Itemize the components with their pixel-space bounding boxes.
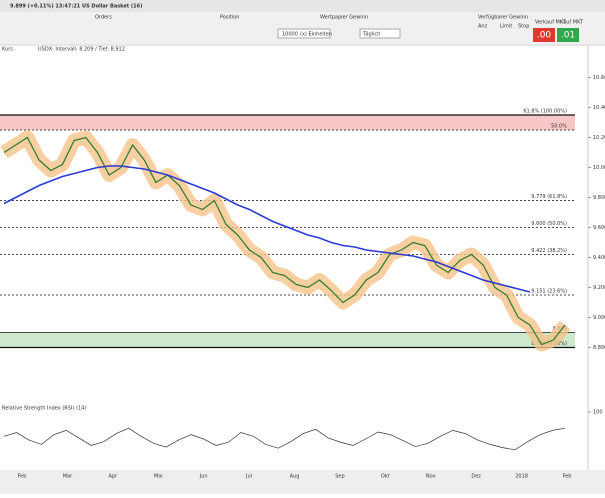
bid-label: Verkauf MKT <box>535 20 567 26</box>
limit-label: Stop <box>518 24 529 30</box>
toolbar <box>0 12 605 44</box>
y-tick-label: 10.200 <box>593 135 605 141</box>
ask[interactable]: .01 <box>561 31 575 41</box>
x-tick-label: Feb <box>18 474 27 480</box>
level-label: 61.8% (100.00%) <box>523 109 567 115</box>
support-zone <box>0 332 575 348</box>
y-tick-label: 9.000 <box>593 315 605 321</box>
y-tick-label: 10.000 <box>593 165 605 171</box>
rsi-line <box>3 427 566 451</box>
x-tick-label: Apr <box>109 474 119 480</box>
y-tick-label: 9.200 <box>593 285 605 291</box>
limit-label: Anz <box>478 24 488 30</box>
x-tick-label: Sep <box>335 474 344 480</box>
y-tick-label: 8.800 <box>593 345 605 351</box>
ask-label: Kauf MKT <box>560 20 584 26</box>
period-box[interactable] <box>359 28 401 39</box>
orders[interactable]: Orders <box>95 15 112 21</box>
x-tick-label: Nov <box>426 474 436 480</box>
level-label: 50.0% <box>551 124 567 130</box>
period[interactable]: Täglich <box>362 32 380 38</box>
level-label: 9.600 (50.0%) <box>531 221 567 227</box>
position[interactable]: Position <box>220 15 239 21</box>
plot: 10.600 10.400 10.200 10.000 9.800 9.600 9.400 9… <box>0 75 605 480</box>
x-axis-bar <box>0 470 605 494</box>
bid[interactable]: .00 <box>537 31 552 41</box>
y-tick-label: 9.600 <box>593 225 605 231</box>
x-tick-label: Aug <box>290 474 300 480</box>
chart-title: Kurs <box>2 47 13 53</box>
price-band <box>0 130 571 352</box>
buy-button[interactable] <box>557 28 579 42</box>
x-tick-label: Mar <box>63 474 73 480</box>
level-label: 9.422 (38.2%) <box>531 248 567 254</box>
title-bar <box>0 0 605 12</box>
x-tick-label: Feb <box>563 474 572 480</box>
y-tick-label: 9.400 <box>593 255 605 261</box>
x-tick-label: Jun <box>199 474 208 480</box>
quantity[interactable]: 10000 <box>282 32 298 38</box>
x-tick-label: 2018 <box>515 474 528 480</box>
price-line <box>3 136 566 346</box>
chart-subtitle: USDX: Intervall: 8.209 / Tief: 8.912 <box>38 47 125 53</box>
available: Verfügbarer Gewinn <box>478 15 528 21</box>
unit[interactable]: (x) Einheiten <box>300 32 332 38</box>
quantity-box[interactable] <box>277 28 331 39</box>
y-tick-label: 10.400 <box>593 105 605 111</box>
x-tick-label: Jul <box>245 474 252 480</box>
x-tick-label: Okt <box>381 474 390 480</box>
y-tick-label: 100 <box>593 410 603 416</box>
moving-average <box>3 165 531 293</box>
level-label: 9.151 (23.6%) <box>531 289 567 295</box>
sell-button[interactable] <box>533 28 555 42</box>
limit-label: Limit <box>500 24 512 30</box>
y-tick-label: 9.800 <box>593 195 605 201</box>
level-label: 9.779 (61.8%) <box>531 194 567 200</box>
x-tick-label: Dez <box>471 474 481 480</box>
profit: Wertpapier Gewinn <box>320 15 368 21</box>
symbol: 9.899 (+0.11%) 13:47:21 US Dollar Basket… <box>10 4 142 10</box>
rsi-title: Relative Strength Index (RSI) (14) <box>2 406 86 412</box>
resistance-zone <box>0 115 575 130</box>
x-tick-label: Mai <box>154 474 163 480</box>
y-tick-label: 10.600 <box>593 75 605 81</box>
